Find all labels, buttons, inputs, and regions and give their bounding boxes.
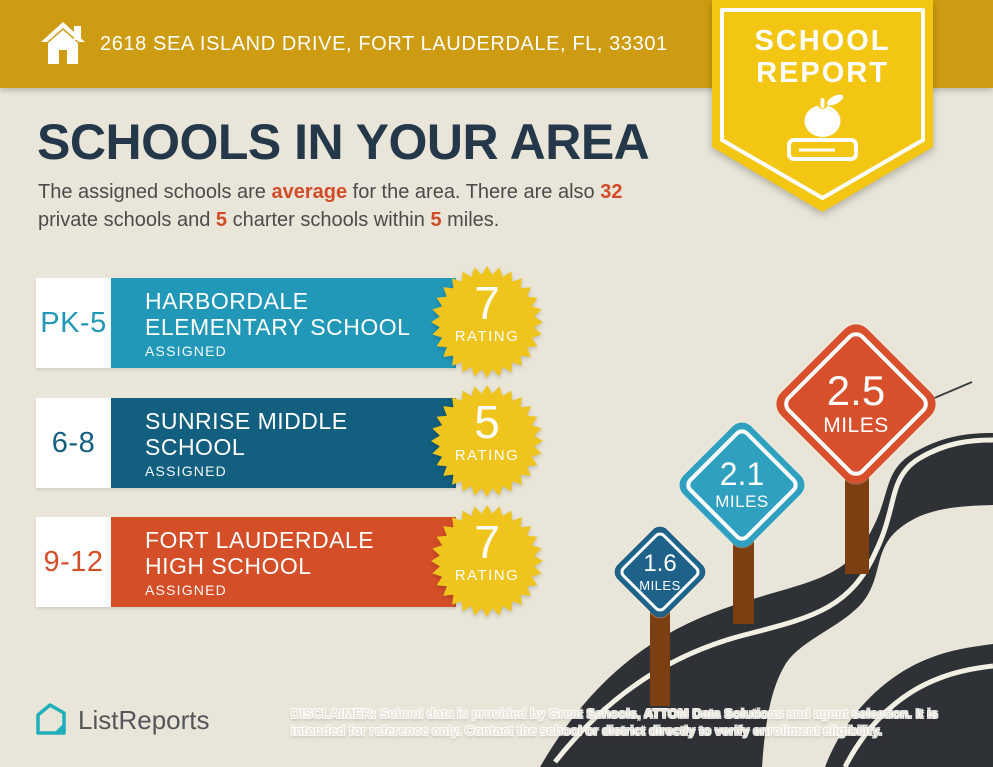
school-row-high: 9-12 FORT LAUDERDALE HIGH SCHOOL ASSIGNED [36, 517, 456, 607]
school-status: ASSIGNED [145, 462, 227, 479]
disclaimer-label: DISCLAIMER: [291, 706, 377, 721]
intro-highlight-charter-count: 5 [215, 209, 228, 231]
sign-unit: MILES [639, 577, 681, 593]
apple-book-icon [787, 94, 858, 161]
intro-text: The assigned schools are average for the… [38, 181, 623, 231]
rating-badge-middle: 5 RATING [431, 385, 543, 497]
school-status: ASSIGNED [145, 342, 227, 359]
school-row-elementary: PK-5 HARBORDALE ELEMENTARY SCHOOL ASSIGNE… [36, 278, 456, 368]
rating-label: RATING [454, 567, 520, 584]
rating-badge-elementary: 7 RATING [431, 266, 543, 378]
intro-highlight-private-count: 32 [600, 181, 623, 203]
property-address: 2618 SEA ISLAND DRIVE, FORT LAUDERDALE, … [100, 33, 668, 55]
distance-sign-1: 1.6 MILES [610, 522, 710, 622]
sign-unit: MILES [823, 414, 889, 437]
grade-range: 9-12 [36, 517, 111, 607]
listreports-icon [36, 703, 66, 735]
rating-badge-high: 7 RATING [431, 505, 543, 617]
school-name: HARBORDALE ELEMENTARY SCHOOL [145, 287, 411, 340]
page-title: SCHOOLS IN YOUR AREA [37, 114, 650, 170]
disclaimer-text: DISCLAIMER: School data is provided by G… [291, 706, 938, 738]
ribbon-line1: SCHOOL [754, 25, 891, 57]
intro-highlight-miles: 5 [430, 209, 442, 231]
school-status: ASSIGNED [145, 581, 227, 598]
sign-distance: 2.1 [719, 456, 765, 492]
school-report-ribbon: SCHOOL REPORT [712, 0, 933, 214]
ribbon-line2: REPORT [756, 57, 889, 89]
distance-sign-3: 2.5 MILES [769, 317, 943, 491]
intro-highlight-average: average [271, 181, 348, 203]
distance-sign-2: 2.1 MILES [674, 417, 810, 553]
sign-distance: 2.5 [826, 367, 886, 414]
grade-range: 6-8 [36, 398, 111, 488]
rating-value: 7 [474, 277, 500, 329]
school-bar: HARBORDALE ELEMENTARY SCHOOL ASSIGNED [111, 278, 456, 368]
sign-unit: MILES [715, 492, 769, 511]
rating-value: 7 [474, 516, 500, 568]
rating-value: 5 [474, 396, 500, 448]
school-row-middle: 6-8 SUNRISE MIDDLE SCHOOL ASSIGNED [36, 398, 456, 488]
rating-label: RATING [454, 447, 520, 464]
road-foreground-line [842, 663, 993, 767]
school-name: SUNRISE MIDDLE SCHOOL [145, 407, 348, 460]
school-bar: FORT LAUDERDALE HIGH SCHOOL ASSIGNED [111, 517, 456, 607]
listreports-logo: ListReports [30, 700, 210, 740]
brand-name: ListReports [78, 704, 210, 735]
school-bar: SUNRISE MIDDLE SCHOOL ASSIGNED [111, 398, 456, 488]
school-name: FORT LAUDERDALE HIGH SCHOOL [145, 526, 375, 579]
home-icon [41, 22, 85, 64]
rating-label: RATING [454, 328, 520, 345]
sign-post-1 [650, 598, 670, 706]
sign-distance: 1.6 [643, 549, 677, 577]
grade-range: PK-5 [36, 278, 111, 368]
